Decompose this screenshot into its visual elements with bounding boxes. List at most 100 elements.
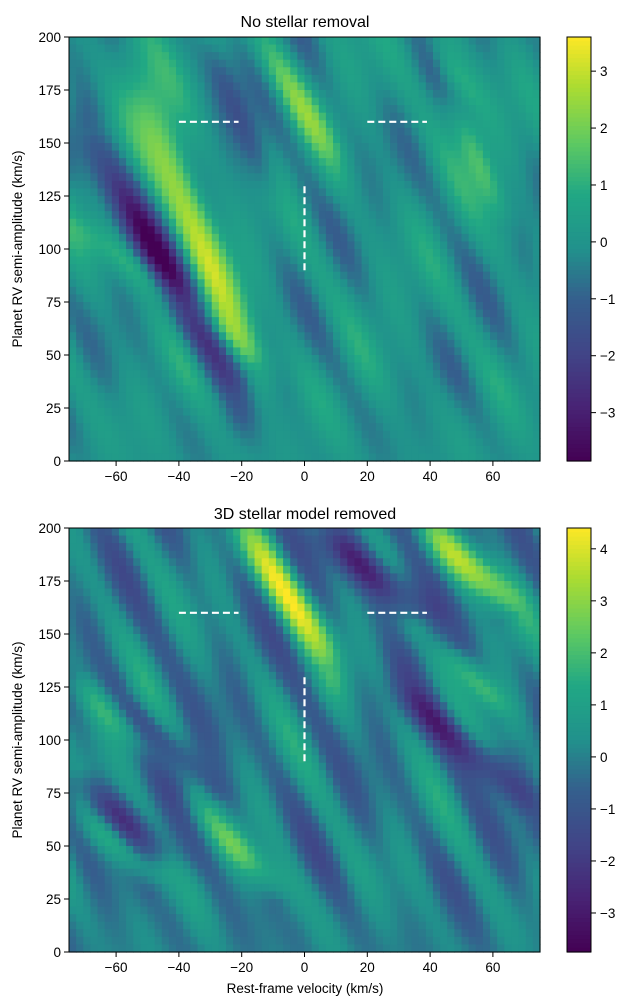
heatmap-cell xyxy=(440,302,448,311)
heatmap-cell xyxy=(104,558,113,567)
heatmap-cell xyxy=(468,603,477,612)
heatmap-cell xyxy=(226,241,234,250)
heatmap-cell xyxy=(525,59,534,68)
heatmap-cell xyxy=(204,203,213,212)
heatmap-cell xyxy=(390,339,398,349)
heatmap-cell xyxy=(133,52,141,61)
colorbar-segment xyxy=(567,321,591,326)
heatmap-cell xyxy=(133,453,141,462)
heatmap-cell xyxy=(354,249,363,258)
heatmap-cell xyxy=(383,279,391,288)
heatmap-cell xyxy=(411,188,420,197)
heatmap-cell xyxy=(283,649,291,658)
heatmap-cell xyxy=(340,355,348,364)
heatmap-cell xyxy=(340,120,348,129)
heatmap-cell xyxy=(511,188,520,197)
heatmap-cell xyxy=(297,264,306,273)
heatmap-cell xyxy=(111,112,120,121)
heatmap-cell xyxy=(475,165,484,174)
heatmap-cell xyxy=(525,550,534,559)
heatmap-cell xyxy=(211,438,220,447)
heatmap-cell xyxy=(76,302,84,311)
heatmap-cell xyxy=(397,641,406,650)
heatmap-cell xyxy=(197,618,206,628)
heatmap-cell xyxy=(440,44,448,53)
heatmap-cell xyxy=(161,347,170,356)
heatmap-cell xyxy=(375,294,384,303)
heatmap-cell xyxy=(454,400,463,409)
heatmap-cell xyxy=(97,180,106,190)
heatmap-cell xyxy=(375,588,384,597)
heatmap-cell xyxy=(518,82,527,91)
heatmap-cell xyxy=(383,649,391,658)
heatmap-cell xyxy=(468,634,477,643)
heatmap-cell xyxy=(126,603,134,612)
heatmap-cell xyxy=(190,370,199,379)
heatmap-cell xyxy=(340,558,348,567)
heatmap-cell xyxy=(233,445,241,455)
heatmap-cell xyxy=(275,618,284,628)
heatmap-cell xyxy=(190,135,199,144)
heatmap-cell xyxy=(226,279,234,288)
heatmap-cell xyxy=(183,618,191,628)
x-tick-label: 0 xyxy=(301,469,309,484)
heatmap-cell xyxy=(404,430,413,439)
heatmap-cell xyxy=(468,415,477,424)
heatmap-cell xyxy=(283,611,291,620)
heatmap-cell xyxy=(475,249,484,258)
heatmap-cell xyxy=(211,256,220,265)
heatmap-cell xyxy=(490,355,498,364)
heatmap-cell xyxy=(197,203,206,212)
heatmap-cell xyxy=(518,324,527,333)
heatmap-cell xyxy=(490,59,498,68)
heatmap-cell xyxy=(375,279,384,288)
heatmap-cell xyxy=(183,120,191,129)
heatmap-cell xyxy=(468,44,477,53)
heatmap-cell xyxy=(190,588,199,597)
heatmap-cell xyxy=(104,385,113,394)
heatmap-cell xyxy=(404,112,413,121)
heatmap-cell xyxy=(83,377,92,386)
heatmap-cell xyxy=(190,339,199,349)
heatmap-cell xyxy=(447,44,455,53)
heatmap-cell xyxy=(532,271,541,280)
heatmap-cell xyxy=(411,355,420,364)
heatmap-cell xyxy=(118,535,127,544)
heatmap-cell xyxy=(211,97,220,106)
heatmap-cell xyxy=(525,196,534,205)
heatmap-cell xyxy=(97,188,106,197)
heatmap-cell xyxy=(240,377,249,386)
heatmap-cell xyxy=(304,279,313,288)
heatmap-cell xyxy=(425,105,434,114)
heatmap-cell xyxy=(504,203,513,212)
heatmap-cell xyxy=(511,618,520,628)
heatmap-cell xyxy=(375,127,384,137)
heatmap-cell xyxy=(168,67,177,76)
heatmap-cell xyxy=(390,279,398,288)
heatmap-cell xyxy=(383,641,391,650)
heatmap-cell xyxy=(90,581,99,590)
heatmap-cell xyxy=(361,44,370,53)
heatmap-cell xyxy=(161,641,170,650)
heatmap-cell xyxy=(297,279,306,288)
heatmap-cell xyxy=(104,581,113,590)
heatmap-cell xyxy=(432,317,441,326)
heatmap-cell xyxy=(454,233,463,243)
heatmap-cell xyxy=(211,603,220,612)
heatmap-cell xyxy=(140,535,149,544)
heatmap-cell xyxy=(69,279,77,288)
heatmap-cell xyxy=(69,377,77,386)
heatmap-cell xyxy=(97,59,106,68)
heatmap-cell xyxy=(126,392,134,402)
heatmap-cell xyxy=(383,249,391,258)
heatmap-cell xyxy=(425,135,434,144)
colorbar-segment xyxy=(567,164,591,170)
heatmap-cell xyxy=(218,558,227,567)
heatmap-cell xyxy=(261,226,270,235)
heatmap-cell xyxy=(354,82,363,91)
heatmap-cell xyxy=(390,377,398,386)
heatmap-cell xyxy=(183,241,191,250)
heatmap-cell xyxy=(111,649,120,658)
heatmap-cell xyxy=(104,550,113,559)
heatmap-cell xyxy=(275,196,284,205)
